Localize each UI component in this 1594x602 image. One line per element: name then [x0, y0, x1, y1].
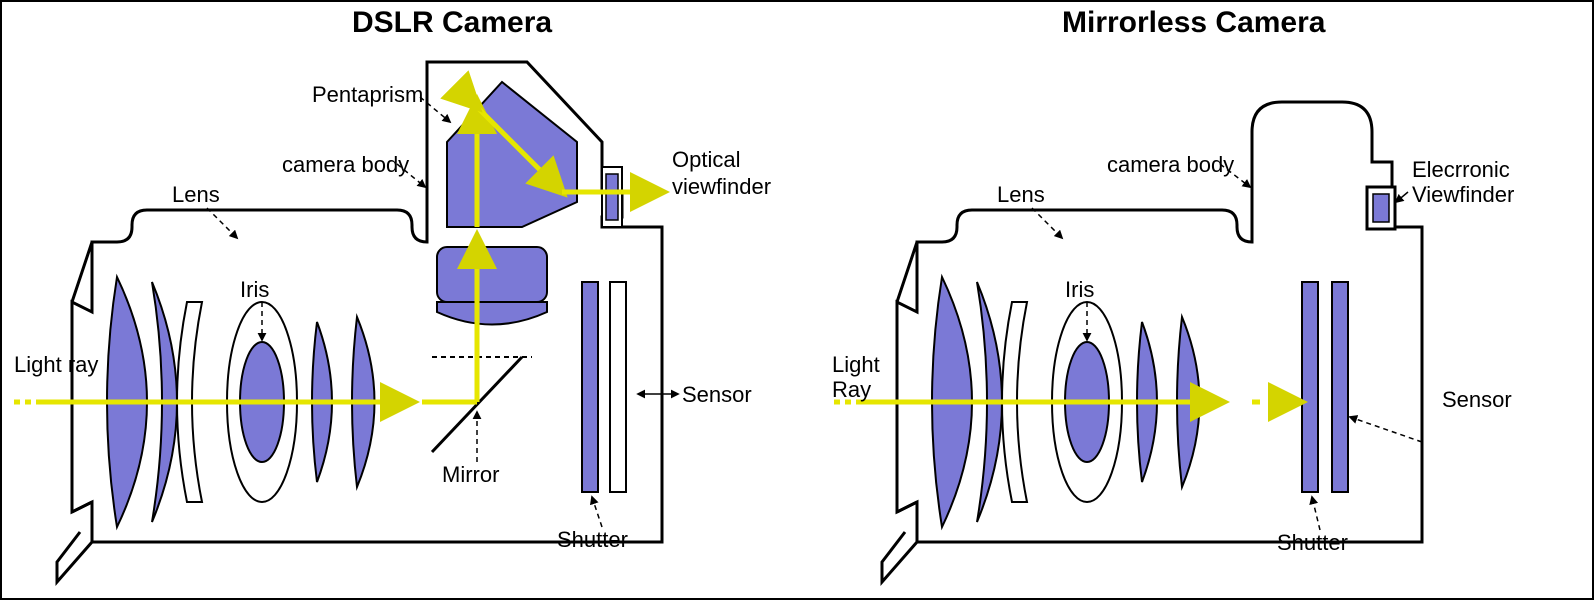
label-pentaprism: Pentaprism: [312, 82, 423, 107]
diagram-svg: DSLR Camera: [2, 2, 1594, 602]
label-light-ray-r-2: Ray: [832, 377, 871, 402]
diagram-frame: DSLR Camera: [0, 0, 1594, 600]
dslr-viewfinder: [602, 167, 622, 227]
label-iris-l: Iris: [240, 277, 269, 302]
label-lens-l: Lens: [172, 182, 220, 207]
label-evf-2: Viewfinder: [1412, 182, 1514, 207]
label-sensor-l: Sensor: [682, 382, 752, 407]
dslr-title: DSLR Camera: [352, 6, 552, 39]
dslr-pentaprism: [447, 82, 577, 227]
label-light-ray-l-1: Light ray: [14, 352, 98, 377]
mirrorless-evf: [1367, 187, 1395, 229]
label-light-ray-r-1: Light: [832, 352, 880, 377]
label-optical-vf-2: viewfinder: [672, 174, 771, 199]
mirrorless-sensor: [1332, 282, 1348, 492]
label-camera-body-r: camera body: [1107, 152, 1234, 177]
dslr-lens-front: [57, 242, 92, 582]
label-shutter-r: Shutter: [1277, 530, 1348, 555]
label-mirror: Mirror: [442, 462, 499, 487]
mirrorless-shutter: [1302, 282, 1318, 492]
dslr-shutter: [582, 282, 598, 492]
dslr-condenser: [437, 247, 547, 325]
mirrorless-group: Mirrorless Camera Light Ray Lens Iris ca…: [832, 6, 1514, 582]
mirrorless-lens-front: [882, 242, 917, 582]
dslr-sensor: [610, 282, 626, 492]
label-optical-vf-1: Optical: [672, 147, 740, 172]
label-evf-1: Elecrronic: [1412, 157, 1510, 182]
label-sensor-r: Sensor: [1442, 387, 1512, 412]
label-camera-body-l: camera body: [282, 152, 409, 177]
dslr-group: DSLR Camera: [14, 6, 771, 582]
label-iris-r: Iris: [1065, 277, 1094, 302]
label-shutter-l: Shutter: [557, 527, 628, 552]
label-lens-r: Lens: [997, 182, 1045, 207]
mirrorless-title: Mirrorless Camera: [1062, 6, 1326, 39]
